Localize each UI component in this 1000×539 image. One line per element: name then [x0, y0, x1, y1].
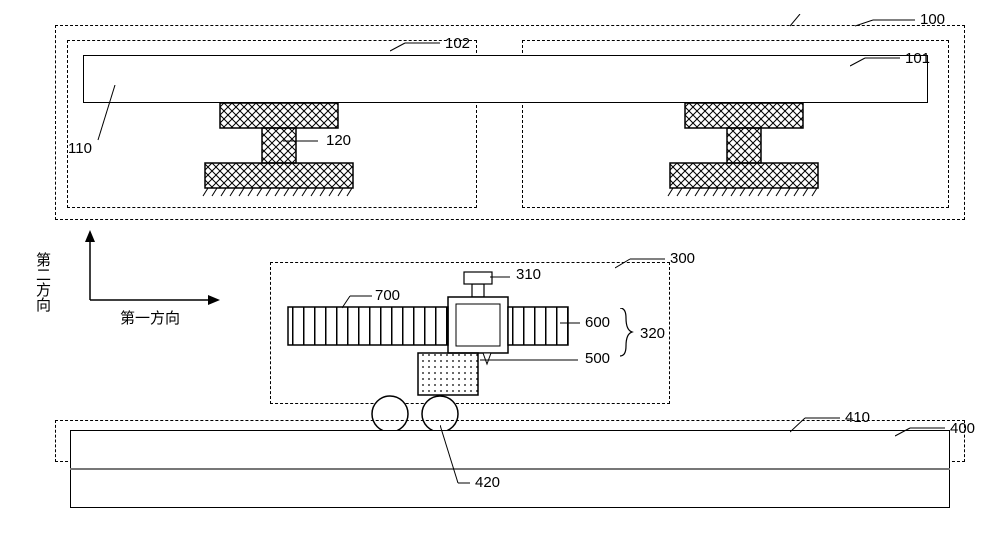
leader-102 — [390, 35, 440, 53]
axis-y-label: 第二方向 — [32, 252, 53, 312]
leader-310 — [490, 272, 512, 282]
leader-600 — [560, 320, 582, 326]
leader-410 — [790, 410, 840, 435]
leader-300 — [615, 252, 665, 270]
leader-100 — [855, 8, 915, 33]
label-410: 410 — [845, 409, 870, 426]
leader-700 — [342, 292, 372, 312]
brace-320 — [618, 308, 638, 358]
axis-x-label: 第一方向 — [120, 307, 180, 328]
label-100: 100 — [920, 11, 945, 28]
label-600: 600 — [585, 314, 610, 331]
leader-110 — [95, 85, 125, 145]
label-320: 320 — [640, 325, 665, 342]
notch-100 — [790, 14, 810, 28]
leader-420 — [440, 425, 470, 490]
label-102: 102 — [445, 35, 470, 52]
deck-110 — [83, 55, 928, 103]
label-400: 400 — [950, 420, 975, 437]
label-110: 110 — [68, 140, 92, 157]
leader-500 — [480, 357, 580, 363]
label-700: 700 — [375, 287, 400, 304]
label-420: 420 — [475, 474, 500, 491]
label-310: 310 — [516, 266, 541, 283]
leader-120 — [283, 136, 323, 146]
rail-centerline — [70, 468, 950, 470]
label-500: 500 — [585, 350, 610, 367]
label-101: 101 — [905, 50, 930, 67]
label-300: 300 — [670, 250, 695, 267]
leader-101 — [850, 50, 900, 68]
label-120: 120 — [326, 132, 351, 149]
support-left — [200, 103, 360, 203]
support-right — [665, 103, 825, 203]
leader-400 — [895, 420, 945, 438]
